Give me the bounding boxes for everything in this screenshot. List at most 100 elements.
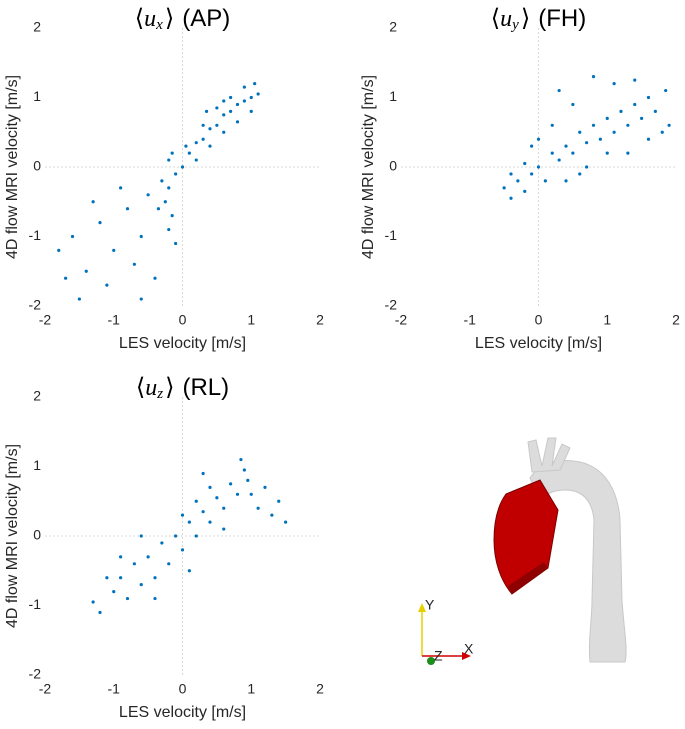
scatter-point bbox=[98, 610, 102, 615]
triad-z bbox=[427, 657, 435, 665]
scatter-point bbox=[112, 248, 116, 252]
scatter-point bbox=[153, 276, 157, 280]
title-symbol: u bbox=[145, 375, 157, 401]
chart-title: ⟨uz⟩ (RL) bbox=[136, 374, 229, 402]
x-tick-label: -1 bbox=[108, 312, 121, 328]
y-tick-label: -1 bbox=[29, 227, 42, 243]
x-tick-label: 1 bbox=[247, 312, 255, 328]
scatter-point bbox=[509, 196, 513, 200]
scatter-point bbox=[239, 457, 243, 462]
title-label: (FH) bbox=[538, 5, 586, 32]
scatter-point bbox=[132, 262, 136, 266]
scatter-point bbox=[132, 562, 136, 566]
scatter-point bbox=[153, 576, 157, 580]
x-tick-label: -2 bbox=[395, 312, 408, 328]
scatter-point bbox=[640, 116, 644, 120]
scatter-point bbox=[235, 120, 240, 124]
x-tick-label: -1 bbox=[108, 681, 121, 697]
scatter-point bbox=[119, 555, 123, 559]
scatter-point bbox=[194, 158, 198, 162]
y-tick-label: -2 bbox=[29, 297, 42, 313]
scatter-point bbox=[204, 109, 209, 113]
x-tick-label: -2 bbox=[39, 681, 52, 697]
scatter-point bbox=[167, 186, 171, 190]
y-tick-label: 0 bbox=[33, 527, 41, 543]
scatter-point bbox=[229, 95, 233, 100]
title-symbol: u bbox=[144, 6, 156, 32]
scatter-point bbox=[235, 492, 240, 496]
x-tick-label: 2 bbox=[672, 312, 680, 328]
scatter-point bbox=[530, 144, 534, 148]
title-label: (AP) bbox=[182, 5, 230, 32]
scatter-point bbox=[215, 106, 219, 110]
title-subscript: z bbox=[156, 386, 163, 402]
scatter-point bbox=[626, 123, 630, 127]
title-subscript: y bbox=[510, 17, 519, 33]
scatter-point bbox=[249, 95, 253, 100]
scatter-point bbox=[170, 151, 174, 155]
scatter-point bbox=[626, 151, 630, 155]
scatter-point bbox=[91, 600, 95, 604]
scatter-point bbox=[215, 496, 219, 500]
y-tick-label: -2 bbox=[29, 666, 42, 682]
x-tick-label: -1 bbox=[464, 312, 477, 328]
scatter-point bbox=[77, 297, 81, 301]
triad-z-label: Z bbox=[434, 648, 443, 664]
scatter-point bbox=[184, 144, 188, 148]
x-tick-label: 1 bbox=[603, 312, 611, 328]
scatter-point bbox=[646, 95, 651, 100]
scatter-point bbox=[201, 510, 205, 514]
scatter-point bbox=[222, 506, 226, 510]
x-axis-label: LES velocity [m/s] bbox=[119, 335, 246, 352]
scatter-point bbox=[194, 141, 198, 145]
title-bracket: ⟨ bbox=[136, 374, 145, 401]
scatter-point bbox=[543, 179, 547, 183]
scatter-point bbox=[174, 534, 178, 538]
scatter-point bbox=[201, 137, 205, 141]
scatter-point bbox=[277, 499, 281, 503]
scatter-point bbox=[246, 478, 250, 482]
x-tick-label: 0 bbox=[535, 312, 543, 328]
scatter-point bbox=[578, 172, 582, 176]
scatter-point bbox=[180, 165, 185, 169]
scatter-point bbox=[523, 189, 527, 193]
x-axis-label: LES velocity [m/s] bbox=[475, 335, 602, 352]
scatter-point bbox=[516, 179, 520, 183]
x-tick-label: 0 bbox=[179, 681, 187, 697]
scatter-point bbox=[256, 92, 260, 96]
scatter-point bbox=[208, 485, 212, 489]
scatter-point bbox=[222, 130, 226, 134]
title-subscript: x bbox=[155, 17, 163, 33]
scatter-point bbox=[139, 534, 143, 538]
scatter-point bbox=[653, 109, 657, 113]
scatter-point bbox=[201, 123, 205, 127]
y-axis-label: 4D flow MRI velocity [m/s] bbox=[4, 75, 21, 259]
scatter-point bbox=[270, 513, 274, 517]
scatter-point bbox=[139, 297, 143, 301]
scatter-point bbox=[605, 116, 609, 120]
scatter-point bbox=[167, 562, 171, 566]
scatter-point bbox=[585, 165, 589, 169]
x-tick-label: 2 bbox=[316, 312, 324, 328]
y-tick-label: 2 bbox=[389, 19, 397, 35]
scatter-point bbox=[242, 468, 246, 472]
scatter-point bbox=[557, 88, 561, 93]
scatter-point bbox=[119, 576, 123, 580]
scatter-point bbox=[119, 186, 123, 190]
scatter-point bbox=[208, 520, 212, 524]
y-axis-label: 4D flow MRI velocity [m/s] bbox=[360, 75, 377, 259]
aorta-vessel bbox=[529, 460, 627, 663]
scatter-point bbox=[664, 88, 668, 93]
scatter-point bbox=[571, 102, 575, 107]
y-tick-label: 2 bbox=[33, 388, 41, 404]
title-bracket: ⟨ bbox=[135, 5, 144, 32]
scatter-point bbox=[235, 102, 240, 107]
aorta-render bbox=[493, 437, 627, 663]
scatter-point bbox=[222, 527, 226, 531]
scatter-point bbox=[242, 99, 246, 103]
scatter-point bbox=[125, 207, 130, 211]
y-tick-label: -1 bbox=[385, 227, 398, 243]
scatter-point bbox=[605, 151, 609, 155]
scatter-point bbox=[84, 269, 88, 273]
scatter-point bbox=[180, 513, 185, 517]
